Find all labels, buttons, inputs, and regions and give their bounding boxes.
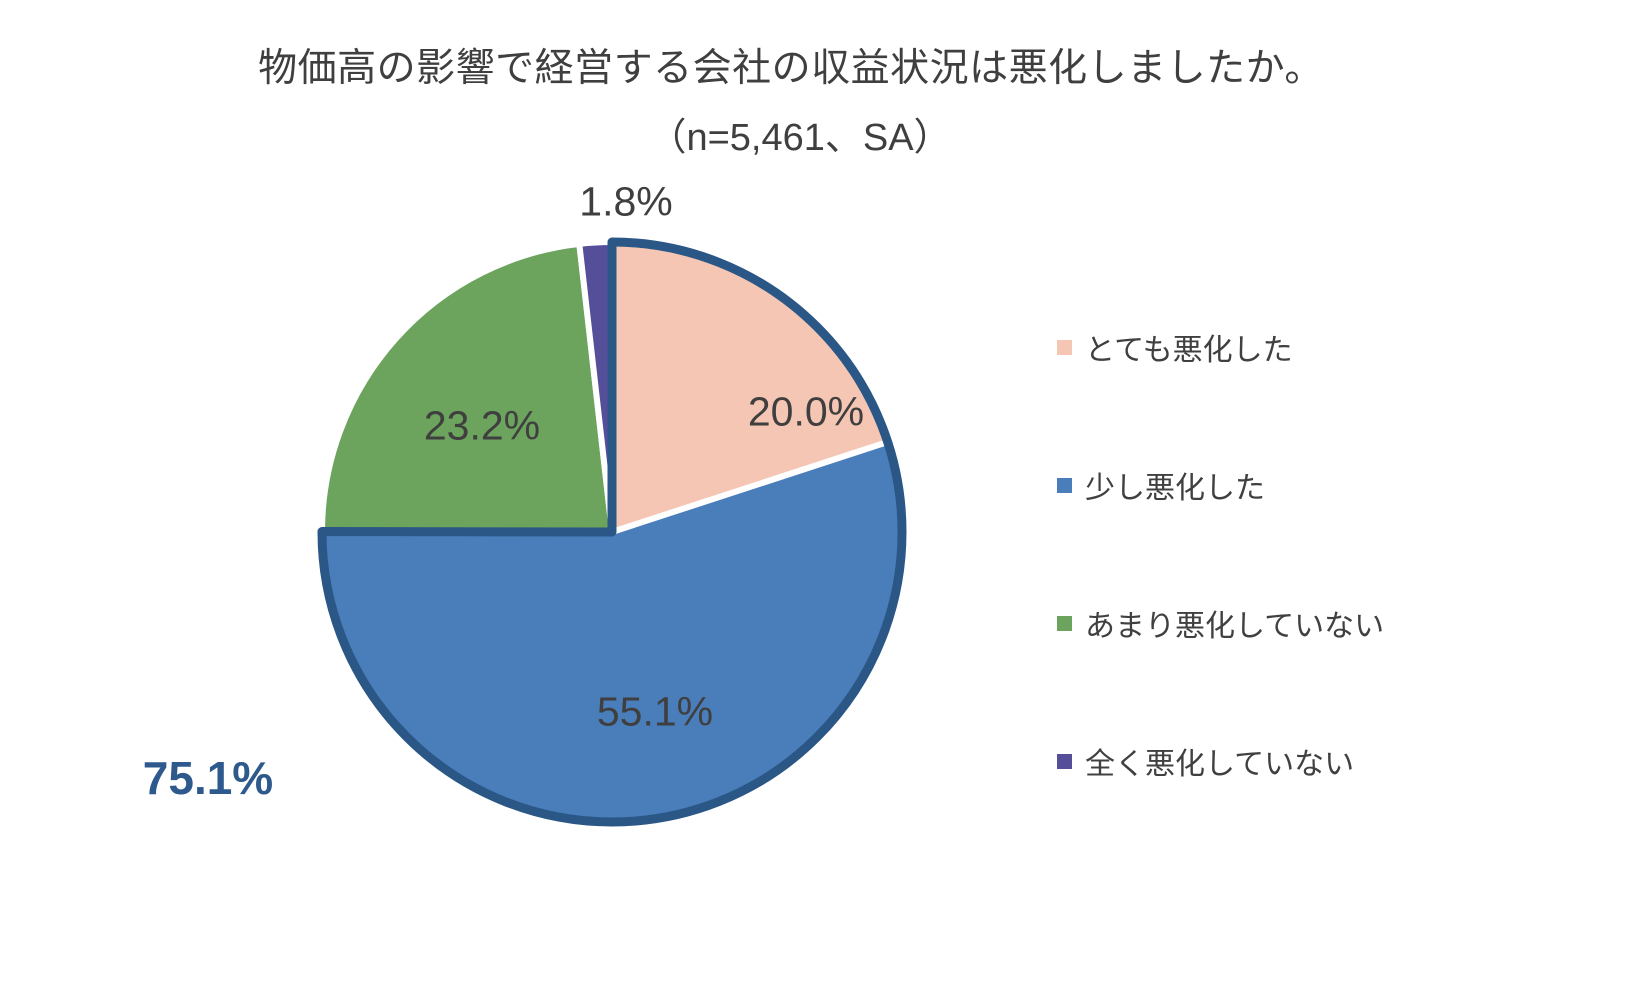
legend-marker-icon <box>1057 339 1072 355</box>
legend: とても悪化した 少し悪化したあまり悪化していない 全く悪化していない <box>1057 330 1384 781</box>
chart-subtitle: （n=5,461、SA） <box>648 117 952 159</box>
chart-title: 物価高の影響で経営する会社の収益状況は悪化しましたか。 <box>258 47 1324 90</box>
legend-marker-icon <box>1057 615 1072 631</box>
highlight-group-outline <box>317 237 907 827</box>
legend-label: 少し悪化した <box>1085 472 1265 505</box>
highlight-percentage-label: 75.1% <box>142 752 274 804</box>
legend-item-2: あまり悪化していない <box>1057 606 1384 643</box>
slice-label-2: 23.2% <box>423 402 541 449</box>
slice-label-1: 55.1% <box>596 688 714 735</box>
legend-item-1: 少し悪化した <box>1057 468 1384 505</box>
legend-label: とても悪化した <box>1085 334 1293 367</box>
slice-label-0: 20.0% <box>747 388 865 435</box>
slice-label-3: 1.8% <box>579 178 673 225</box>
legend-marker-icon <box>1057 477 1072 493</box>
legend-label: あまり悪化していない <box>1085 610 1385 643</box>
legend-marker-icon <box>1057 753 1072 769</box>
pie-slice-2 <box>319 240 615 535</box>
legend-item-0: とても悪化した <box>1057 330 1384 367</box>
legend-label: 全く悪化していない <box>1085 748 1355 781</box>
legend-item-3: 全く悪化していない <box>1057 744 1384 781</box>
